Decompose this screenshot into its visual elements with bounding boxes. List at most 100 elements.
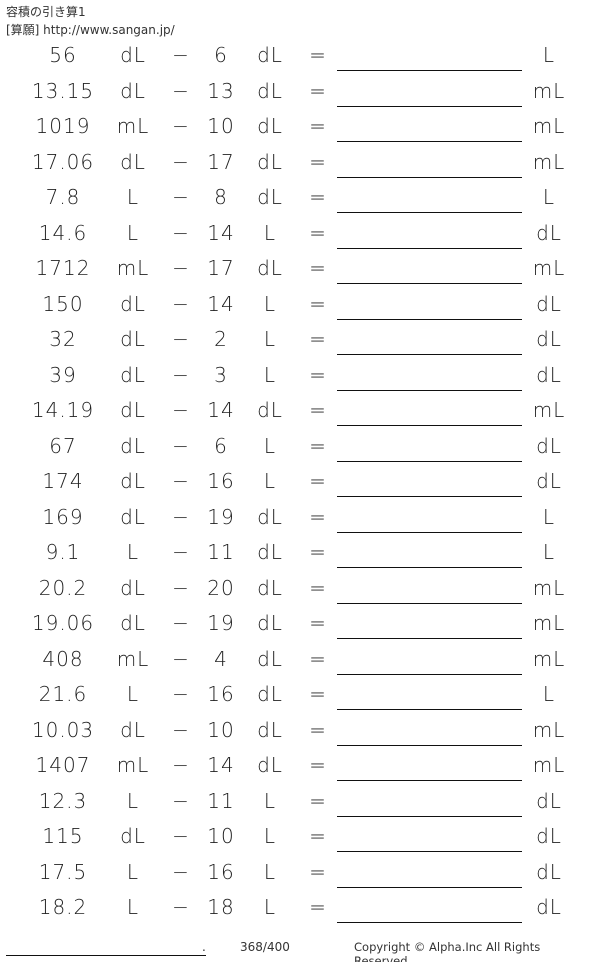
result-unit: mL [532,646,566,671]
result-unit: mL [532,256,566,280]
equals-sign: = [309,256,327,280]
second-unit: L [263,895,277,919]
problem-row: 9.1 L −11 dL = L [0,534,600,570]
second-number: 11 [207,540,235,564]
second-number: 14 [207,291,235,316]
equals-sign: = [309,398,327,422]
first-unit: L [126,859,140,884]
second-number: 16 [207,682,235,706]
equals-sign: = [309,43,327,67]
first-unit: dL [120,327,146,351]
minus-sign: − [172,788,190,813]
second-number: 20 [207,575,235,600]
answer-line[interactable] [337,709,522,710]
second-number: 10 [207,824,235,848]
equals-sign: = [309,611,327,635]
answer-line[interactable] [337,744,522,746]
result-unit: mL [532,398,566,422]
first-unit: mL [116,753,150,777]
equals-sign: = [309,433,327,458]
first-number: 14.6 [38,220,88,245]
answer-line[interactable] [337,70,522,71]
answer-line[interactable] [337,886,522,888]
first-number: 39 [49,362,77,387]
problem-row: 174 dL −16 L = dL [0,463,600,499]
problem-row: 12.3 L −11 L = dL [0,783,600,819]
minus-sign: − [172,256,190,280]
minus-sign: − [172,220,190,245]
first-number: 150 [42,291,84,316]
name-line [6,955,206,956]
equals-sign: = [309,220,327,245]
first-unit: dL [120,575,146,600]
result-unit: L [542,540,556,564]
first-unit: L [126,682,140,706]
minus-sign: − [172,78,190,103]
answer-line[interactable] [337,673,522,675]
answer-line[interactable] [337,176,522,178]
problem-row: 408 mL −4 dL = mL [0,641,600,677]
second-number: 13 [207,78,235,103]
minus-sign: − [172,114,190,138]
equals-sign: = [309,859,327,884]
second-unit: L [263,220,277,245]
first-unit: dL [120,504,146,529]
second-unit: dL [257,185,283,209]
result-unit: dL [536,895,562,919]
answer-line[interactable] [337,531,522,533]
minus-sign: − [172,717,190,742]
answer-line[interactable] [337,389,522,391]
answer-line[interactable] [337,141,522,142]
answer-line[interactable] [337,212,522,213]
answer-line[interactable] [337,105,522,107]
equals-sign: = [309,114,327,138]
second-unit: L [263,788,277,813]
answer-line[interactable] [337,922,522,923]
first-unit: dL [120,149,146,174]
answer-line[interactable] [337,496,522,497]
second-number: 2 [214,327,228,351]
answer-line[interactable] [337,638,522,639]
problem-row: 32 dL −2 L = dL [0,321,600,357]
first-unit: L [126,220,140,245]
minus-sign: − [172,753,190,777]
answer-line[interactable] [337,247,522,249]
result-unit: dL [536,859,562,884]
name-dot: . [202,940,206,954]
answer-line[interactable] [337,283,522,284]
answer-line[interactable] [337,354,522,355]
equals-sign: = [309,362,327,387]
problem-row: 20.2 dL −20 dL = mL [0,570,600,606]
second-unit: dL [257,43,283,67]
answer-line[interactable] [337,318,522,320]
problem-row: 1407 mL −14 dL = mL [0,747,600,783]
answer-line[interactable] [337,815,522,817]
answer-line[interactable] [337,602,522,604]
answer-line[interactable] [337,425,522,426]
minus-sign: − [172,824,190,848]
problem-row: 150 dL −14 L = dL [0,286,600,322]
result-unit: dL [536,362,562,387]
answer-line[interactable] [337,460,522,462]
second-number: 10 [207,114,235,138]
result-unit: mL [532,575,566,600]
result-unit: dL [536,824,562,848]
first-unit: dL [120,433,146,458]
answer-line[interactable] [337,780,522,781]
answer-line[interactable] [337,567,522,568]
equals-sign: = [309,540,327,564]
minus-sign: − [172,291,190,316]
second-unit: L [263,469,277,493]
minus-sign: − [172,895,190,919]
source-link[interactable]: [算願] http://www.sangan.jp/ [6,23,175,37]
equals-sign: = [309,682,327,706]
copyright: Copyright © Alpha.Inc All Rights Reserve… [354,940,541,962]
minus-sign: − [172,611,190,635]
answer-line[interactable] [337,851,522,852]
problem-row: 14.6 L −14 L = dL [0,215,600,251]
second-unit: L [263,362,277,387]
problem-row: 13.15 dL −13 dL = mL [0,73,600,109]
second-number: 17 [207,256,235,280]
first-number: 408 [42,646,84,671]
second-unit: dL [257,398,283,422]
